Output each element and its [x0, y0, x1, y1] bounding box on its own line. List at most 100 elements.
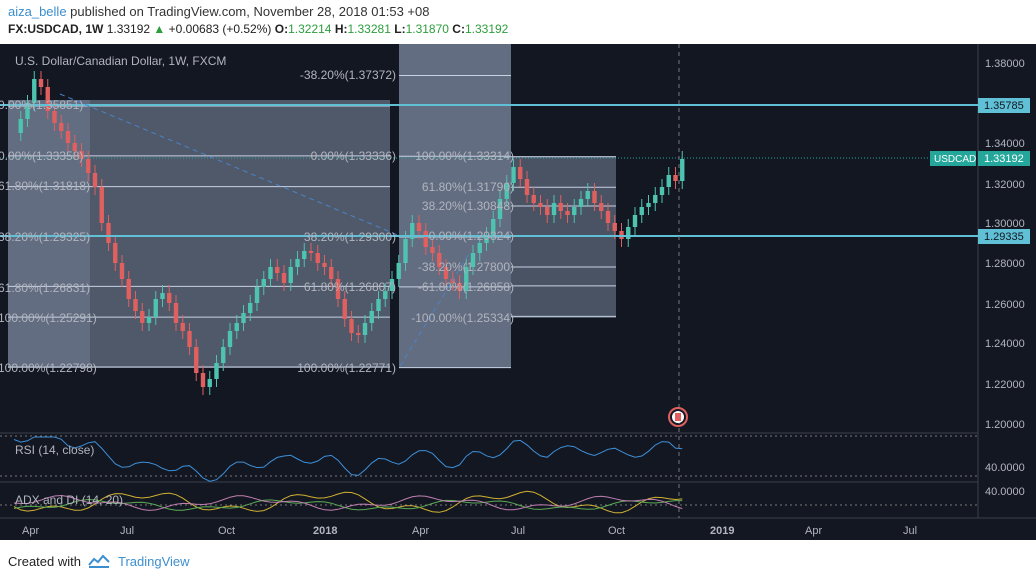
candle-body [160, 293, 165, 299]
candle-body [396, 263, 401, 279]
price-axis[interactable]: 1.38000 1.34000 1.32000 1.30000 1.28000 … [985, 58, 1025, 431]
price-tick: 1.34000 [985, 138, 1025, 150]
candle-body [484, 235, 489, 243]
price-tick: 1.22000 [985, 379, 1025, 391]
candle-body [140, 311, 145, 323]
candle-body [167, 293, 172, 303]
candle-body [18, 119, 23, 133]
time-tick: Jul [120, 525, 134, 537]
candle-body [443, 267, 449, 279]
candle-body [666, 175, 671, 187]
candle-body [565, 211, 570, 215]
fib-label: -38.20%(1.37372) [300, 68, 396, 82]
fib-box-2[interactable] [399, 44, 511, 368]
symbol-label: FX:USDCAD, 1W [8, 22, 104, 36]
candle-body [227, 331, 233, 347]
candle-body [369, 311, 374, 323]
candle-body [632, 215, 638, 227]
candle-body [410, 223, 415, 239]
chart-canvas[interactable]: U.S. Dollar/Canadian Dollar, 1W, FXCM 0.… [0, 44, 1036, 540]
candle-body [572, 207, 577, 215]
candle-body [52, 111, 57, 123]
chart-area[interactable]: U.S. Dollar/Canadian Dollar, 1W, FXCM 0.… [0, 44, 1036, 540]
fib-label: 38.20%(1.29325) [0, 230, 90, 244]
candle-body [389, 279, 395, 291]
candle-body [356, 333, 361, 335]
candlestick-series [18, 71, 685, 395]
candle-body [518, 167, 523, 179]
candle-body [241, 313, 246, 323]
tradingview-brand-link[interactable]: TradingView [118, 554, 190, 569]
fib-label: 100.00%(1.22798) [0, 361, 97, 375]
candle-body [214, 363, 219, 379]
fib-label: 61.80%(1.26831) [0, 281, 90, 295]
close-value: 1.33192 [464, 22, 509, 36]
candle-body [349, 319, 354, 333]
candle-body [531, 195, 536, 203]
time-axis[interactable]: Apr Jul Oct 2018 Apr Jul Oct 2019 Apr Ju… [22, 525, 917, 537]
candle-body [146, 317, 152, 323]
candle-body [106, 223, 111, 243]
created-with-label: Created with [8, 554, 81, 569]
fib-box-1[interactable] [90, 100, 390, 368]
fib-label: 0.00%(1.35851) [0, 98, 83, 112]
ohlc-line: FX:USDCAD, 1W 1.33192 ▲ +0.00683 (+0.52%… [8, 22, 508, 36]
fib-label: 38.20%(1.29300) [304, 230, 396, 244]
candle-body [72, 143, 77, 151]
candle-body [254, 287, 260, 303]
candle-body [295, 259, 300, 267]
candle-body [32, 79, 37, 103]
candle-body [180, 323, 185, 331]
fib-box1-labels: 0.00%(1.35851) 0.00%(1.33358) 61.80%(1.3… [0, 98, 97, 375]
candle-body [99, 187, 104, 223]
candle-body [551, 203, 557, 215]
di-minus-line [13, 494, 683, 511]
candle-body [659, 187, 665, 195]
low-label: L: [394, 22, 406, 36]
candle-body [457, 283, 462, 291]
time-tick: Jul [511, 525, 525, 537]
trendline-down[interactable] [59, 93, 401, 237]
rsi-tick: 40.0000 [985, 462, 1025, 474]
close-label: C: [452, 22, 465, 36]
candle-body [497, 199, 503, 219]
candle-body [113, 243, 118, 263]
canada-flag-event-icon[interactable] [668, 407, 688, 427]
candle-body [592, 191, 597, 203]
time-tick: Apr [412, 525, 429, 537]
time-tick: 2018 [313, 525, 337, 537]
candle-body [315, 253, 320, 263]
time-tick: Apr [805, 525, 822, 537]
candle-body [268, 267, 273, 279]
time-tick: 2019 [710, 525, 734, 537]
chart-header: aiza_belle published on TradingView.com,… [0, 0, 1036, 44]
open-value: 1.32214 [288, 22, 332, 36]
candle-body [308, 251, 314, 253]
price-tick: 1.20000 [985, 419, 1025, 431]
candle-body [673, 175, 678, 181]
candle-body [288, 267, 293, 283]
candle-body [126, 279, 131, 299]
trendline-up[interactable] [399, 251, 471, 367]
open-label: O: [274, 22, 289, 36]
price-tick: 1.24000 [985, 338, 1025, 350]
fib-label: 0.00%(1.29324) [429, 229, 514, 243]
candle-body [585, 191, 590, 199]
candle-body [329, 267, 334, 279]
current-price-badge: USDCAD 1.33192 [930, 151, 1030, 166]
candle-body [86, 159, 91, 173]
fib-label: 61.80%(1.31818) [0, 179, 90, 193]
support-badge: 1.29335 [978, 229, 1030, 244]
candle-body [524, 179, 530, 195]
tradingview-logo-icon[interactable] [88, 553, 110, 569]
author-link[interactable]: aiza_belle [8, 4, 67, 19]
candle-body [511, 167, 516, 183]
chart-title: U.S. Dollar/Canadian Dollar, 1W, FXCM [15, 54, 226, 68]
price-tick: 1.32000 [985, 179, 1025, 191]
candle-body [200, 373, 206, 387]
candle-body [221, 347, 226, 363]
price-tick: 1.30000 [985, 218, 1025, 230]
fib-label: 61.80%(1.31790) [422, 180, 514, 194]
candle-body [92, 173, 98, 187]
candle-body [173, 303, 179, 323]
